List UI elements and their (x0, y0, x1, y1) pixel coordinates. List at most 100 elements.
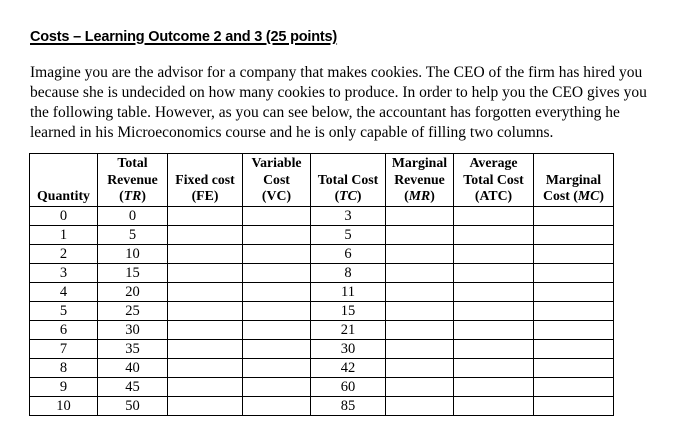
page-title: Costs – Learning Outcome 2 and 3 (25 poi… (30, 29, 338, 45)
cell-average-total-cost (453, 376, 534, 397)
cell-variable-cost (242, 319, 311, 340)
cell-fixed-cost (167, 300, 243, 321)
table-row: 10 50 85 (29, 395, 614, 416)
column-header-total-cost: Total Cost (TC) (310, 153, 386, 207)
cell-average-total-cost (453, 205, 534, 226)
table-row: 6 30 21 (29, 319, 614, 340)
header-line: Revenue (107, 171, 158, 187)
cell-marginal-cost (533, 338, 614, 359)
cell-average-total-cost (453, 319, 534, 340)
cell-total-revenue: 45 (97, 376, 168, 397)
table-row: 8 40 42 (29, 357, 614, 378)
cell-total-cost: 11 (310, 281, 386, 302)
cell-quantity: 10 (29, 395, 98, 416)
cell-marginal-cost (533, 319, 614, 340)
header-row: Quantity Total Revenue (TR) Fixed cost (FE) Va… (29, 153, 614, 207)
header-code-line: (TC) (334, 188, 362, 203)
header-line: Average (469, 155, 518, 170)
cell-variable-cost (242, 395, 311, 416)
cell-quantity: 6 (29, 319, 98, 340)
table-row: 7 35 30 (29, 338, 614, 359)
cell-fixed-cost (167, 243, 243, 264)
cell-quantity: 4 (29, 281, 98, 302)
cell-quantity: 0 (29, 205, 98, 226)
cell-total-cost: 15 (310, 300, 386, 321)
cell-fixed-cost (167, 262, 243, 283)
header-line: Total (117, 155, 148, 170)
cell-total-cost: 6 (310, 243, 386, 264)
cell-quantity: 8 (29, 357, 98, 378)
table-row: 9 45 60 (29, 376, 614, 397)
cell-fixed-cost (167, 319, 243, 340)
cell-fixed-cost (167, 357, 243, 378)
column-header-marginal-cost: Marginal Cost (MC) (533, 153, 614, 207)
cell-total-cost: 85 (310, 395, 386, 416)
header-line: Fixed cost (175, 171, 235, 187)
cell-quantity: 3 (29, 262, 98, 283)
cell-average-total-cost (453, 357, 534, 378)
paragraph-line: Imagine you are the advisor for a compan… (30, 64, 643, 81)
cell-marginal-cost (533, 262, 614, 283)
header-code-line: (ATC) (474, 188, 513, 203)
paragraph-line: the following table. However, as you can… (30, 104, 620, 121)
cell-total-revenue: 20 (97, 281, 168, 302)
header-code-line: (TR) (119, 188, 146, 203)
cell-total-cost: 42 (310, 357, 386, 378)
cell-variable-cost (242, 224, 311, 245)
column-header-average-total-cost: Average Total Cost (ATC) (453, 153, 534, 207)
cell-quantity: 7 (29, 338, 98, 359)
table-row: 4 20 11 (29, 281, 614, 302)
cell-fixed-cost (167, 281, 243, 302)
cell-variable-cost (242, 262, 311, 283)
header-code-line: (FE) (191, 188, 219, 203)
cell-fixed-cost (167, 395, 243, 416)
cell-average-total-cost (453, 338, 534, 359)
cell-total-cost: 3 (310, 205, 386, 226)
header-abbreviation: VC (266, 188, 287, 203)
cell-marginal-revenue (385, 243, 454, 264)
header-code-line: (VC) (261, 188, 292, 203)
cell-marginal-cost (533, 376, 614, 397)
cell-total-revenue: 0 (97, 205, 168, 226)
cell-variable-cost (242, 205, 311, 226)
cell-marginal-revenue (385, 281, 454, 302)
cell-marginal-revenue (385, 224, 454, 245)
header-line: Variable (251, 155, 302, 170)
cell-total-cost: 60 (310, 376, 386, 397)
cell-variable-cost (242, 243, 311, 264)
intro-paragraph: Imagine you are the advisor for a compan… (30, 63, 676, 143)
cell-marginal-cost (533, 395, 614, 416)
cell-total-cost: 8 (310, 262, 386, 283)
cell-average-total-cost (453, 262, 534, 283)
cell-fixed-cost (167, 224, 243, 245)
column-header-total-revenue: Total Revenue (TR) (97, 153, 168, 207)
cell-variable-cost (242, 338, 311, 359)
cell-quantity: 9 (29, 376, 98, 397)
cell-marginal-cost (533, 300, 614, 321)
cell-total-revenue: 25 (97, 300, 168, 321)
cell-marginal-cost (533, 281, 614, 302)
cell-average-total-cost (453, 224, 534, 245)
header-line: Quantity (37, 188, 90, 203)
cell-marginal-revenue (385, 357, 454, 378)
cell-total-revenue: 15 (97, 262, 168, 283)
header-abbreviation: TC (339, 188, 357, 203)
cell-variable-cost (242, 357, 311, 378)
cell-marginal-revenue (385, 376, 454, 397)
cell-total-revenue: 10 (97, 243, 168, 264)
header-line: Total Cost (317, 171, 379, 187)
cell-marginal-revenue (385, 319, 454, 340)
column-header-marginal-revenue: Marginal Revenue (MR) (385, 153, 454, 207)
cell-total-revenue: 5 (97, 224, 168, 245)
cell-marginal-revenue (385, 262, 454, 283)
cell-average-total-cost (453, 243, 534, 264)
header-abbreviation: TR (123, 188, 142, 203)
cell-fixed-cost (167, 338, 243, 359)
cell-marginal-revenue (385, 205, 454, 226)
table-row: 2 10 6 (29, 243, 614, 264)
cell-marginal-revenue (385, 300, 454, 321)
header-line: Total Cost (463, 171, 524, 187)
header-abbreviation: ATC (479, 188, 508, 203)
